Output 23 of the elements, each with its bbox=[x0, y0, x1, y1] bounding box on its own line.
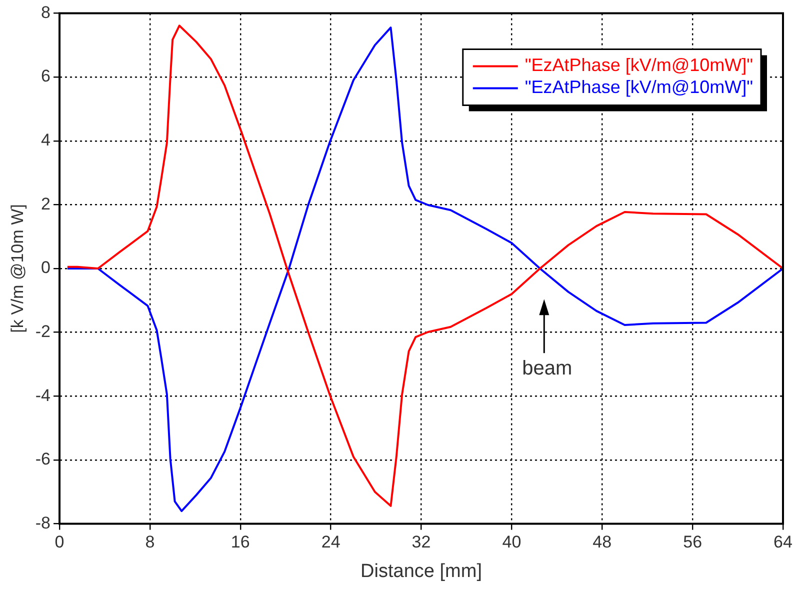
y-axis-title: [k V/m @10m W] bbox=[8, 204, 27, 333]
x-tick-label: 24 bbox=[321, 532, 340, 552]
y-tick-label: -2 bbox=[35, 322, 51, 342]
x-tick-label: 32 bbox=[412, 532, 431, 552]
x-tick-label: 0 bbox=[54, 532, 64, 552]
y-tick-label: 4 bbox=[41, 130, 51, 150]
x-tick-label: 16 bbox=[230, 532, 250, 552]
y-tick-label: 8 bbox=[41, 2, 51, 22]
y-tick-label: 2 bbox=[41, 194, 51, 214]
legend-label: "EzAtPhase [kV/m@10mW]" bbox=[524, 77, 754, 98]
y-tick-label: -4 bbox=[35, 386, 51, 405]
x-tick-label: 40 bbox=[502, 532, 522, 552]
x-tick-label: 56 bbox=[683, 532, 702, 552]
x-axis-title: Distance [mm] bbox=[360, 560, 482, 582]
y-tick-label: 0 bbox=[41, 258, 51, 278]
x-tick-label: 64 bbox=[774, 532, 792, 552]
x-tick-label: 8 bbox=[145, 532, 155, 552]
legend-label: "EzAtPhase [kV/m@10mW]" bbox=[524, 55, 754, 76]
y-tick-label: -8 bbox=[35, 513, 51, 532]
annotation: beam bbox=[522, 358, 572, 380]
x-tick-label: 48 bbox=[592, 532, 612, 552]
y-tick-label: -6 bbox=[35, 450, 51, 469]
y-tick-label: 6 bbox=[41, 66, 51, 86]
